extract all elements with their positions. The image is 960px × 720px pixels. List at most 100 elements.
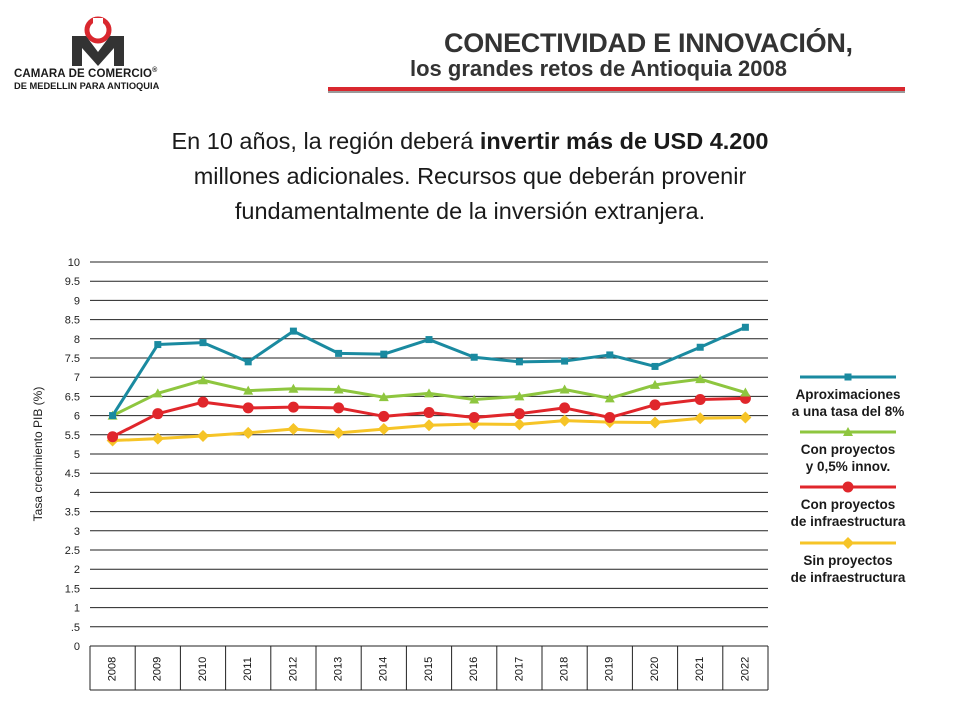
y-tick-label: 10 — [68, 257, 80, 269]
y-tick-label: 6.5 — [65, 391, 80, 403]
data-point-diamond — [649, 416, 661, 429]
data-point-circle — [378, 410, 390, 422]
y-tick-label: 9 — [74, 295, 80, 307]
data-point-triangle — [378, 392, 389, 402]
logo-text-line1: CAMARA DE COMERCIO® — [14, 67, 158, 80]
data-point-diamond — [197, 429, 209, 442]
data-point-square — [606, 351, 614, 359]
data-point-triangle — [604, 393, 615, 403]
x-tick-label: 2012 — [287, 657, 299, 681]
x-tick-label: 2015 — [423, 657, 435, 681]
data-point-square — [199, 339, 207, 347]
y-tick-label: 6 — [74, 411, 80, 423]
data-point-triangle — [333, 384, 344, 394]
data-point-triangle — [152, 388, 163, 398]
data-point-square — [109, 412, 117, 420]
data-point-circle — [423, 407, 435, 419]
y-tick-label: 2.5 — [65, 545, 80, 557]
data-point-square — [515, 358, 523, 366]
data-point-diamond — [558, 414, 571, 427]
x-tick-label: 2017 — [513, 657, 525, 681]
data-point-circle — [242, 402, 254, 414]
y-tick-label: 3 — [74, 526, 80, 538]
data-point-circle — [649, 399, 661, 411]
data-point-square — [154, 341, 162, 349]
data-point-circle — [107, 431, 119, 443]
legend-label: y 0,5% innov. — [805, 459, 891, 474]
legend-label: Aproximaciones — [795, 387, 901, 402]
data-point-diamond — [287, 423, 300, 436]
legend-label: Con proyectos — [800, 497, 896, 512]
data-point-square — [335, 349, 343, 357]
y-tick-label: 8 — [74, 334, 80, 346]
legend-swatch-marker — [844, 373, 852, 381]
x-tick-label: 2016 — [468, 657, 480, 681]
y-tick-label: 4.5 — [65, 468, 80, 480]
chamber-logo-mark — [72, 16, 124, 66]
data-point-circle — [152, 408, 164, 420]
x-tick-label: 2011 — [242, 657, 254, 681]
x-tick-label: 2013 — [333, 657, 345, 681]
data-point-square — [651, 362, 659, 370]
legend-label: de infraestructura — [790, 514, 906, 529]
y-tick-label: 1.5 — [65, 583, 80, 595]
y-tick-label: 5 — [74, 449, 80, 461]
data-point-triangle — [559, 384, 570, 394]
y-tick-label: 0 — [74, 641, 80, 653]
data-point-diamond — [423, 419, 435, 432]
data-point-triangle — [514, 391, 525, 401]
data-point-diamond — [377, 423, 390, 436]
data-point-diamond — [242, 426, 255, 439]
data-point-circle — [468, 412, 480, 424]
data-point-square — [289, 327, 297, 335]
lead-paragraph: En 10 años, la región deberá invertir má… — [80, 124, 860, 229]
data-point-square — [470, 353, 478, 361]
y-tick-label: 4 — [74, 487, 80, 499]
data-point-square — [244, 358, 252, 366]
legend-swatch-marker — [842, 481, 854, 493]
data-point-circle — [513, 408, 525, 420]
header-title: CONECTIVIDAD E INNOVACIÓN, — [444, 28, 853, 58]
y-axis-label: Tasa crecimiento PIB (%) — [31, 387, 45, 522]
data-point-triangle — [469, 394, 480, 404]
x-tick-label: 2008 — [107, 657, 119, 681]
header-rule-red — [328, 87, 905, 91]
header-subtitle: los grandes retos de Antioquia 2008 — [410, 56, 787, 81]
data-point-triangle — [740, 387, 751, 397]
data-point-square — [425, 336, 433, 344]
y-tick-label: 8.5 — [65, 315, 80, 327]
data-point-circle — [197, 396, 209, 408]
data-point-square — [696, 343, 704, 351]
x-tick-label: 2022 — [739, 657, 751, 681]
data-point-square — [561, 357, 569, 365]
data-point-triangle — [424, 388, 434, 398]
data-point-triangle — [243, 385, 254, 395]
data-point-circle — [604, 412, 616, 424]
data-point-circle — [333, 402, 345, 414]
chamber-logo: CAMARA DE COMERCIO® DE MEDELLIN PARA ANT… — [12, 12, 202, 92]
data-point-circle — [559, 402, 571, 414]
x-tick-label: 2014 — [378, 657, 390, 681]
logo-text-line2: DE MEDELLIN PARA ANTIOQUIA — [14, 81, 160, 91]
data-point-diamond — [513, 418, 526, 431]
legend-label: de infraestructura — [790, 570, 906, 585]
y-tick-label: 7 — [74, 372, 80, 384]
y-tick-label: 9.5 — [65, 276, 80, 288]
y-tick-label: 5.5 — [65, 430, 80, 442]
data-point-triangle — [288, 383, 299, 393]
data-point-triangle — [695, 374, 706, 384]
data-point-triangle — [198, 375, 208, 385]
x-tick-label: 2018 — [559, 657, 571, 681]
y-tick-label: 1 — [74, 603, 80, 615]
x-tick-label: 2021 — [694, 657, 706, 681]
legend-label: a una tasa del 8% — [791, 404, 905, 419]
lead-line3: fundamentalmente de la inversión extranj… — [234, 198, 706, 224]
data-point-diamond — [739, 411, 752, 424]
data-point-triangle — [650, 379, 660, 389]
data-point-diamond — [151, 432, 164, 445]
legend-swatch-marker — [842, 537, 854, 549]
legend-label: Con proyectos — [800, 442, 896, 457]
x-tick-label: 2019 — [604, 657, 616, 681]
data-point-square — [380, 350, 388, 358]
